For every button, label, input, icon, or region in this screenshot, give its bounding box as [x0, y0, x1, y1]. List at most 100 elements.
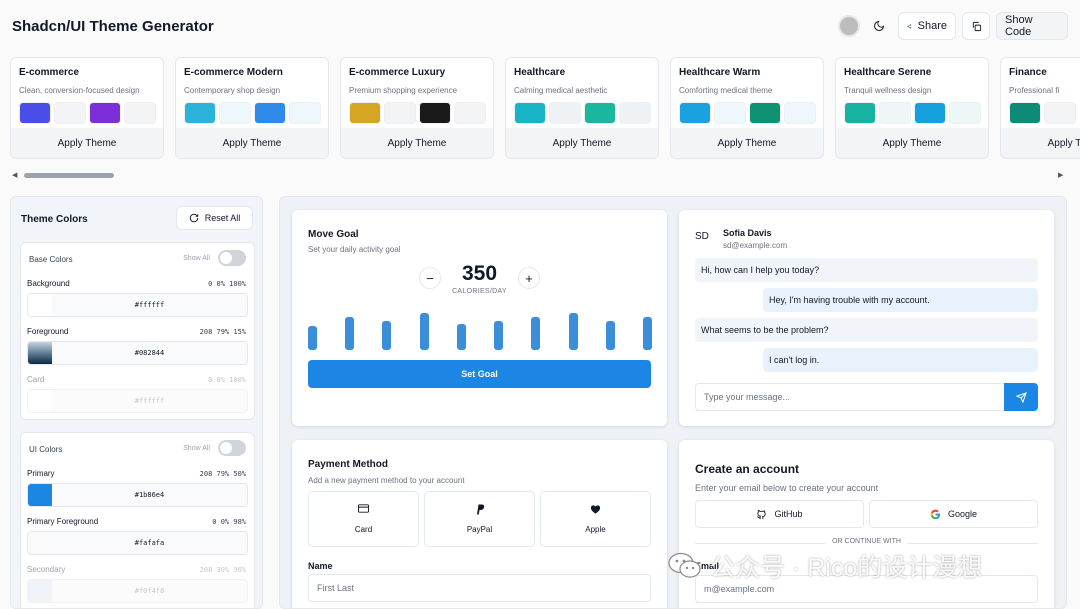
show-all-label: Show All [183, 445, 210, 452]
google-button[interactable]: Google [869, 500, 1038, 528]
theme-name: E-commerce [19, 67, 80, 78]
share-button[interactable]: Share [898, 12, 956, 40]
dark-mode-toggle[interactable] [866, 12, 892, 40]
color-field-foreground[interactable]: #082844 [27, 341, 248, 365]
apply-theme-button[interactable]: Apply Theme [836, 128, 988, 158]
theme-name: Healthcare Serene [844, 67, 932, 78]
apply-theme-button[interactable]: Apply Theme [11, 128, 163, 158]
swatch [384, 102, 416, 124]
apply-theme-button[interactable]: Apply Theme [671, 128, 823, 158]
theme-card: Healthcare Calming medical aesthetic App… [505, 57, 659, 159]
base-colors-group: Base Colors Show All Background 0 0% 100… [20, 242, 255, 420]
divider-text: OR CONTINUE WITH [679, 538, 1054, 545]
field-hsl: 208 79% 15% [199, 328, 246, 336]
set-goal-button[interactable]: Set Goal [308, 360, 651, 388]
chat-message: Hi, how can I help you today? [695, 258, 1038, 282]
color-swatch[interactable] [28, 390, 52, 412]
theme-name: Healthcare Warm [679, 67, 761, 78]
scroll-right-arrow[interactable]: ▶ [1058, 172, 1064, 179]
field-label: Primary [27, 469, 55, 478]
copy-button[interactable] [962, 12, 990, 40]
show-all-toggle[interactable] [218, 440, 246, 456]
hex-value[interactable]: #082844 [134, 349, 165, 357]
show-code-label: Show Code [1005, 14, 1033, 38]
apple-icon [590, 505, 601, 514]
theme-avatar[interactable] [838, 15, 860, 37]
theme-name: E-commerce Luxury [349, 67, 446, 78]
chat-user-name: Sofia Davis [723, 228, 772, 238]
email-input[interactable]: m@example.com [695, 575, 1038, 603]
hex-value[interactable]: #1b86e4 [134, 491, 165, 499]
apply-theme-button[interactable]: Apply Theme [341, 128, 493, 158]
color-swatch[interactable] [28, 532, 52, 554]
scroll-left-arrow[interactable]: ◀ [12, 172, 18, 179]
hex-value[interactable]: #fafafa [134, 539, 165, 547]
swatch [679, 102, 711, 124]
reset-all-label: Reset All [204, 213, 241, 223]
group-title: Base Colors [29, 255, 73, 264]
goal-value: 350 [461, 262, 498, 285]
color-field-card[interactable]: #ffffff [27, 389, 248, 413]
swatch [419, 102, 451, 124]
horizontal-scrollbar-thumb[interactable] [24, 173, 114, 178]
swatch [19, 102, 51, 124]
ui-colors-group: UI Colors Show All Primary 208 79% 50% #… [20, 432, 255, 608]
github-icon [757, 509, 767, 519]
theme-description: Premium shopping experience [349, 86, 458, 95]
color-field-primary-foreground[interactable]: #fafafa [27, 531, 248, 555]
theme-colors-sidebar: Theme Colors Reset All Base Colors Show … [10, 196, 263, 609]
refresh-icon [189, 213, 198, 223]
payment-option-paypal[interactable]: PayPal [424, 491, 535, 547]
increase-goal-button[interactable]: + [518, 267, 540, 289]
field-label: Secondary [27, 565, 66, 574]
activity-bar [457, 324, 466, 350]
payment-subtitle: Add a new payment method to your account [308, 476, 465, 485]
decrease-goal-button[interactable]: − [419, 267, 441, 289]
hex-value[interactable]: #ffffff [134, 397, 165, 405]
color-swatch[interactable] [28, 580, 52, 602]
reset-all-button[interactable]: Reset All [176, 206, 253, 230]
show-all-label: Show All [183, 255, 210, 262]
theme-description: Comforting medical theme [679, 86, 773, 95]
swatch [914, 102, 946, 124]
watermark: 公众号 · Rico的设计漫想 [668, 549, 982, 583]
chat-message-input[interactable]: Type your message... [695, 383, 1005, 411]
color-field-primary[interactable]: #1b86e4 [27, 483, 248, 507]
github-button[interactable]: GitHub [695, 500, 864, 528]
github-label: GitHub [774, 509, 803, 519]
name-input[interactable]: First Last [308, 574, 651, 602]
theme-description: Contemporary shop design [184, 86, 281, 95]
watermark-text: 公众号 · Rico的设计漫想 [710, 554, 983, 582]
activity-bar [308, 326, 317, 350]
swatch [549, 102, 581, 124]
divider-label: OR CONTINUE WITH [826, 538, 907, 545]
show-all-toggle[interactable] [218, 250, 246, 266]
apply-theme-button[interactable]: Apply Theme [506, 128, 658, 158]
color-field-background[interactable]: #ffffff [27, 293, 248, 317]
activity-bar [569, 313, 578, 350]
swatch [219, 102, 251, 124]
payment-option-card[interactable]: Card [308, 491, 419, 547]
color-swatch[interactable] [28, 342, 52, 364]
apply-theme-button[interactable]: Apply Theme [176, 128, 328, 158]
hex-value[interactable]: #ffffff [134, 301, 165, 309]
swatch [784, 102, 816, 124]
show-code-button[interactable]: Show Code [996, 12, 1068, 40]
color-swatch[interactable] [28, 484, 52, 506]
send-button[interactable] [1004, 383, 1038, 411]
create-account-subtitle: Enter your email below to create your ac… [695, 483, 879, 493]
theme-card: Healthcare Warm Comforting medical theme… [670, 57, 824, 159]
activity-bar [643, 317, 652, 350]
google-icon [930, 509, 941, 519]
send-icon [1015, 391, 1027, 403]
hex-value[interactable]: #f0f4f8 [134, 587, 165, 595]
create-account-title: Create an account [695, 462, 800, 476]
payment-option-apple[interactable]: Apple [540, 491, 651, 547]
color-field-secondary[interactable]: #f0f4f8 [27, 579, 248, 603]
activity-bar [606, 321, 615, 350]
sidebar-title: Theme Colors [21, 214, 88, 225]
apply-theme-button[interactable]: Apply Theme [1001, 128, 1080, 158]
activity-bar [494, 321, 503, 350]
color-swatch[interactable] [28, 294, 52, 316]
wechat-logo-icon [668, 552, 702, 580]
